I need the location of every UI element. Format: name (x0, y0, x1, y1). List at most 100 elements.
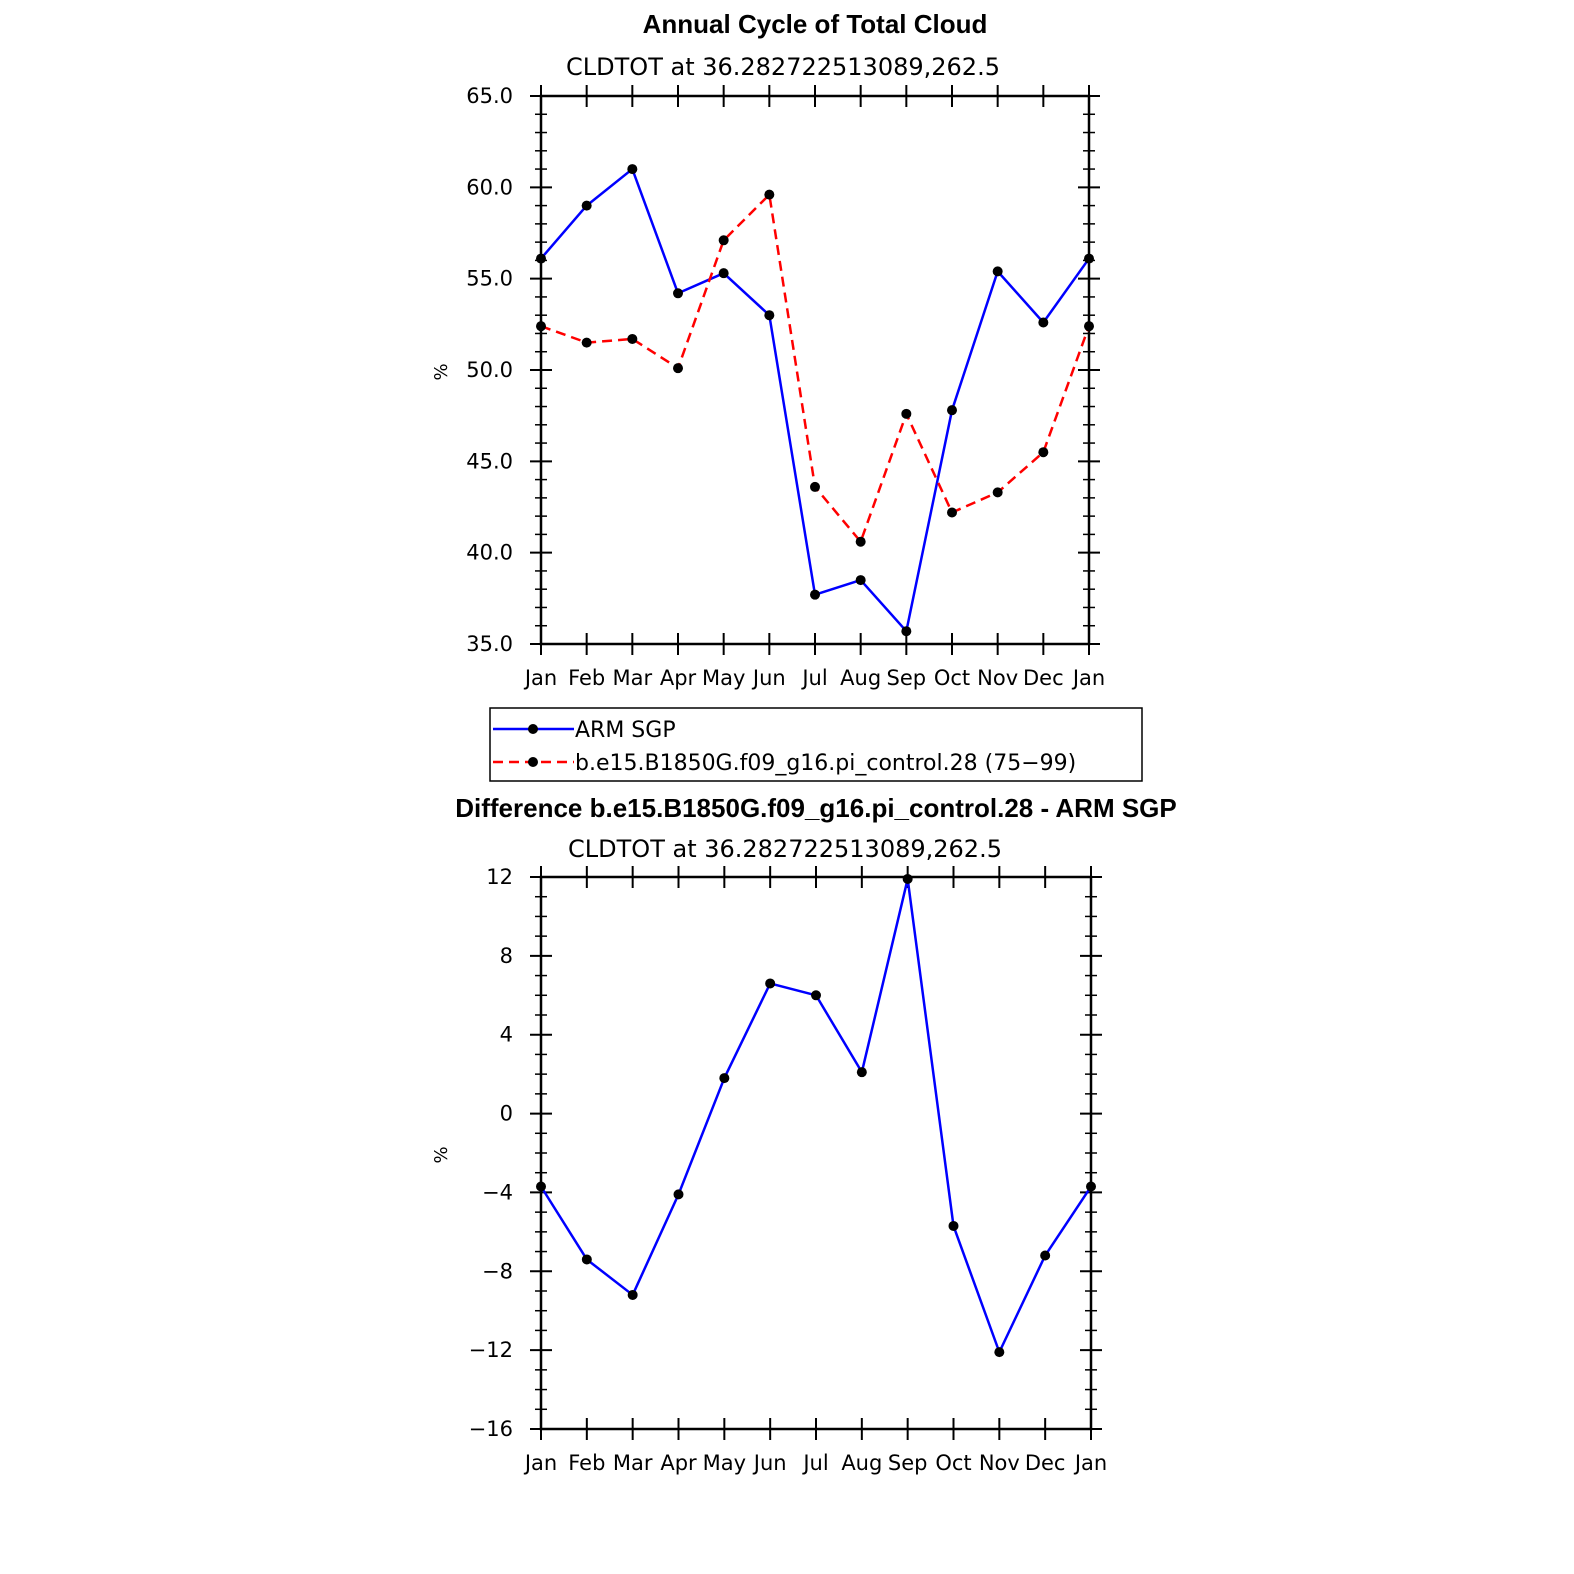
data-point-0 (856, 1067, 867, 1078)
data-point-0 (1086, 1181, 1096, 1192)
data-point-0 (719, 1073, 730, 1084)
data-point-1 (536, 321, 546, 332)
data-point-0 (947, 405, 957, 416)
y-tick-label: −12 (469, 1338, 513, 1362)
data-point-0 (992, 266, 1003, 277)
y-tick-label: 65.0 (466, 84, 513, 108)
data-point-0 (673, 288, 683, 299)
data-point-0 (948, 1220, 959, 1231)
data-point-0 (581, 200, 592, 211)
data-point-1 (947, 507, 957, 518)
x-tick-label: Feb (568, 1451, 605, 1475)
x-tick-label: Aug (840, 666, 881, 690)
annual-cycle-chart: Annual Cycle of Total Cloud CLDTOT at 36… (431, 9, 1105, 690)
data-point-0 (536, 253, 546, 264)
plot-frame (539, 875, 1093, 1431)
legend-label-arm-sgp: ARM SGP (575, 718, 676, 743)
x-tick-label: Jan (523, 666, 557, 690)
legend-box (489, 707, 1143, 782)
data-point-1 (627, 333, 638, 344)
data-point-0 (718, 268, 729, 279)
x-tick-label: May (703, 1451, 746, 1475)
legend-label-model: b.e15.B1850G.f09_g16.pi_control.28 (75−9… (575, 751, 1076, 776)
x-tick-label: Mar (613, 1451, 653, 1475)
legend: ARM SGP b.e15.B1850G.f09_g16.pi_control.… (489, 707, 1143, 782)
x-tick-label: Jul (800, 666, 827, 690)
data-point-0 (581, 1254, 592, 1265)
y-axis-label: % (431, 1146, 452, 1163)
y-tick-label: 0 (500, 1102, 513, 1126)
series-line-0 (540, 167, 1091, 633)
legend-marker-arm-sgp (528, 724, 538, 734)
data-point-0 (765, 978, 776, 989)
chart-title: Difference b.e15.B1850G.f09_g16.pi_contr… (455, 793, 1177, 823)
y-tick-label: −8 (482, 1259, 513, 1283)
data-point-1 (718, 235, 729, 246)
data-point-0 (994, 1347, 1005, 1358)
data-point-1 (855, 536, 866, 547)
x-tick-label: Jan (523, 1451, 557, 1475)
y-tick-label: 40.0 (466, 541, 513, 565)
x-tick-label: Jul (801, 1451, 828, 1475)
x-tick-label: Nov (977, 666, 1018, 690)
legend-marker-model (528, 757, 538, 767)
data-point-0 (627, 1289, 638, 1300)
x-tick-label: Oct (934, 666, 970, 690)
x-tick-label: Apr (660, 1451, 697, 1475)
data-point-0 (536, 1181, 546, 1192)
data-point-1 (673, 363, 683, 374)
y-tick-label: 50.0 (466, 358, 513, 382)
y-axis-label: % (431, 363, 452, 380)
x-tick-label: Jan (1073, 1451, 1107, 1475)
plot-area: 35.0 40.0 45.0 50.0 55.0 60.0 65.0 Jan Feb Mar Apr… (466, 84, 1105, 690)
data-point-0 (902, 873, 913, 884)
y-tick-label: 35.0 (466, 632, 513, 656)
y-tick-label: 12 (486, 865, 513, 889)
series-line-0 (539, 877, 1093, 1354)
data-point-1 (581, 337, 592, 348)
y-tick-label: −4 (482, 1180, 513, 1204)
x-tick-label: Jan (1071, 666, 1105, 690)
x-tick-label: Sep (887, 666, 927, 690)
x-tick-label: May (702, 666, 745, 690)
y-tick-label: 8 (500, 944, 513, 968)
difference-chart: Difference b.e15.B1850G.f09_g16.pi_contr… (431, 793, 1177, 1475)
data-point-0 (855, 575, 866, 586)
x-tick-label: Jun (752, 1451, 787, 1475)
data-point-0 (810, 589, 820, 600)
y-tick-label: 45.0 (466, 449, 513, 473)
data-point-0 (764, 310, 775, 321)
x-tick-label: Sep (888, 1451, 928, 1475)
plot-frame (539, 94, 1091, 646)
chart-title: Annual Cycle of Total Cloud (643, 9, 988, 39)
x-tick-label: Dec (1025, 1451, 1066, 1475)
y-tick-label: 60.0 (466, 175, 513, 199)
data-point-0 (1084, 253, 1094, 264)
x-tick-label: Nov (979, 1451, 1020, 1475)
plot-area: −16 −12 −8 −4 0 4 8 12 Jan Feb Mar Apr May Jun Jul Aug S… (469, 865, 1108, 1475)
data-point-1 (1038, 447, 1049, 458)
data-point-1 (764, 189, 775, 200)
y-tick-label: 55.0 (466, 267, 513, 291)
chart-subtitle: CLDTOT at 36.282722513089,262.5 (568, 835, 1002, 863)
data-point-1 (901, 408, 912, 419)
data-point-0 (1038, 317, 1049, 328)
y-tick-label: 4 (500, 1023, 513, 1047)
data-point-1 (992, 487, 1003, 498)
x-tick-label: Jun (751, 666, 786, 690)
x-tick-label: Apr (660, 666, 697, 690)
x-tick-label: Mar (613, 666, 653, 690)
data-point-0 (901, 626, 912, 637)
data-point-0 (627, 164, 638, 175)
data-point-1 (1084, 321, 1094, 332)
data-point-1 (810, 481, 820, 492)
x-tick-label: Aug (841, 1451, 882, 1475)
x-tick-label: Oct (935, 1451, 971, 1475)
x-tick-label: Dec (1023, 666, 1064, 690)
data-point-0 (1040, 1250, 1051, 1261)
chart-subtitle: CLDTOT at 36.282722513089,262.5 (566, 53, 1000, 81)
data-point-0 (673, 1189, 684, 1200)
y-tick-label: −16 (469, 1417, 513, 1441)
data-point-0 (811, 990, 821, 1001)
